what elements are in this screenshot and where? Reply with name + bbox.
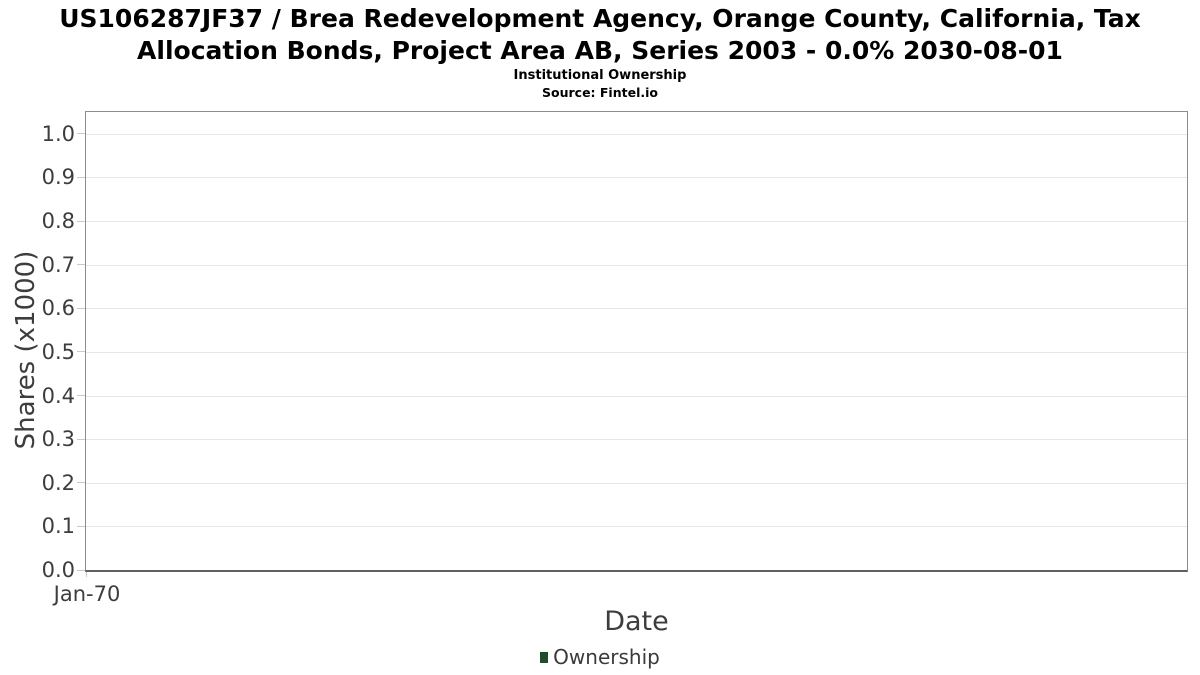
x-tick-mark [86,572,87,577]
plot-area: 0.0 0.1 0.2 0.3 0.4 0.5 0.6 0.7 0.8 0.9 1.0 Jan-70 [42,111,1188,606]
y-tick-label: 0.2 [41,470,75,495]
y-tick-mark [77,307,85,309]
y-tick-mark [77,438,85,440]
y-gridline [86,351,1187,353]
y-gridline [86,308,1187,310]
y-gridline [86,264,1187,266]
y-gridline [86,133,1187,135]
y-tick-mark [77,176,85,178]
legend-label: Ownership [553,645,660,669]
y-gridline [86,221,1187,223]
legend-item-ownership[interactable]: Ownership [540,645,660,669]
y-tick-mark [77,351,85,353]
x-axis-label: Date [604,606,669,637]
y-tick-label: 0.6 [41,296,75,321]
legend-marker-icon [540,651,549,663]
chart-title: US106287JF37 / Brea Redevelopment Agency… [59,4,1141,65]
chart-subtitle: Institutional Ownership [513,68,687,83]
y-gridline [86,177,1187,179]
y-tick-mark [77,525,85,527]
legend: Ownership [0,645,1200,669]
y-tick-label: 0.3 [41,427,75,452]
y-tick-mark [77,133,85,135]
y-tick-label: 0.5 [41,339,75,364]
y-tick-mark [77,395,85,397]
y-tick-mark [77,264,85,266]
y-tick-label: 0.7 [41,252,75,277]
y-tick-label: 0.0 [41,558,75,582]
y-tick-mark [77,482,85,484]
chart-source: Source: Fintel.io [542,85,658,100]
y-gridline [86,395,1187,397]
y-tick-label: 1.0 [41,121,75,146]
y-gridline [86,439,1187,441]
y-tick-mark [77,569,85,571]
y-tick-label: 0.8 [41,209,75,234]
y-tick-label: 0.1 [41,514,75,539]
y-tick-label: 0.4 [41,383,75,408]
y-gridline [86,526,1187,528]
y-tick-mark [77,220,85,222]
x-tick-label: Jan-70 [53,582,121,606]
y-gridline [86,482,1187,484]
y-tick-label: 0.9 [41,165,75,190]
